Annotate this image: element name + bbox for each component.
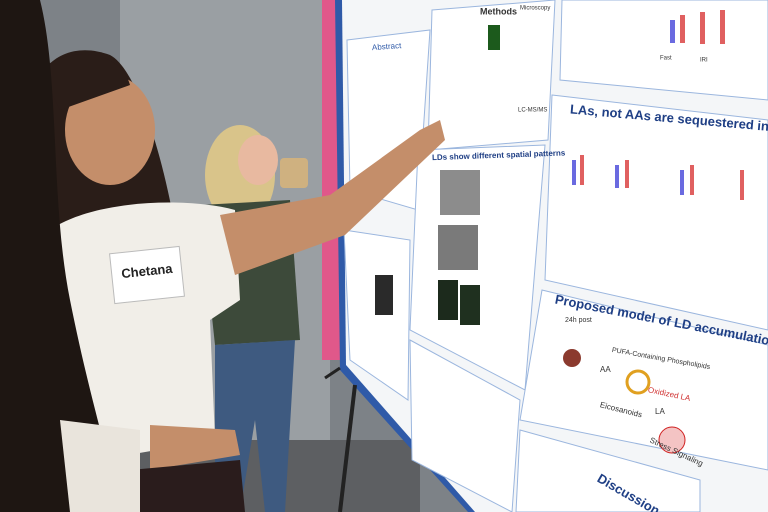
model-label: AA: [600, 365, 611, 374]
micrograph: [375, 275, 393, 315]
poster-heading: Methods: [480, 6, 517, 16]
kidney-icon: [563, 349, 581, 367]
mini-bars: [572, 20, 684, 195]
foreground-shirt: [60, 420, 140, 512]
panel-model: [519, 289, 768, 471]
axis-label: IRI: [700, 58, 708, 64]
face: [238, 135, 278, 185]
hair: [40, 54, 130, 110]
easel-leg: [338, 384, 357, 512]
name-tag: [109, 245, 185, 305]
panel-top-right: [559, 0, 768, 101]
face: [65, 75, 155, 185]
easel-clip: [324, 366, 341, 380]
model-label: 24h post: [565, 317, 592, 324]
panel-methods: [427, 0, 556, 151]
micrograph: [438, 280, 458, 320]
pants: [130, 460, 245, 512]
panel-results: [544, 94, 768, 331]
model-label: LA: [655, 407, 665, 416]
micrograph: [488, 25, 500, 50]
panel-discussion: [515, 429, 701, 512]
poster-label: LC-MS/MS: [518, 108, 547, 114]
arm: [220, 120, 445, 275]
stress-icon: [658, 426, 686, 454]
hand: [150, 425, 240, 470]
micrograph: [460, 285, 480, 325]
poster-heading: Abstract: [372, 41, 403, 52]
cup: [280, 158, 308, 188]
foreground-hair: [0, 0, 120, 512]
lipid-droplet-icon: [625, 369, 651, 395]
micrograph: [440, 170, 480, 215]
mini-bars: [580, 10, 744, 200]
panel-bottom: [409, 339, 521, 512]
poster-label: Microscopy: [520, 6, 550, 12]
micrograph: [438, 225, 478, 270]
axis-label: Fast: [660, 56, 672, 62]
name-tag-name: Chetana: [121, 261, 174, 281]
